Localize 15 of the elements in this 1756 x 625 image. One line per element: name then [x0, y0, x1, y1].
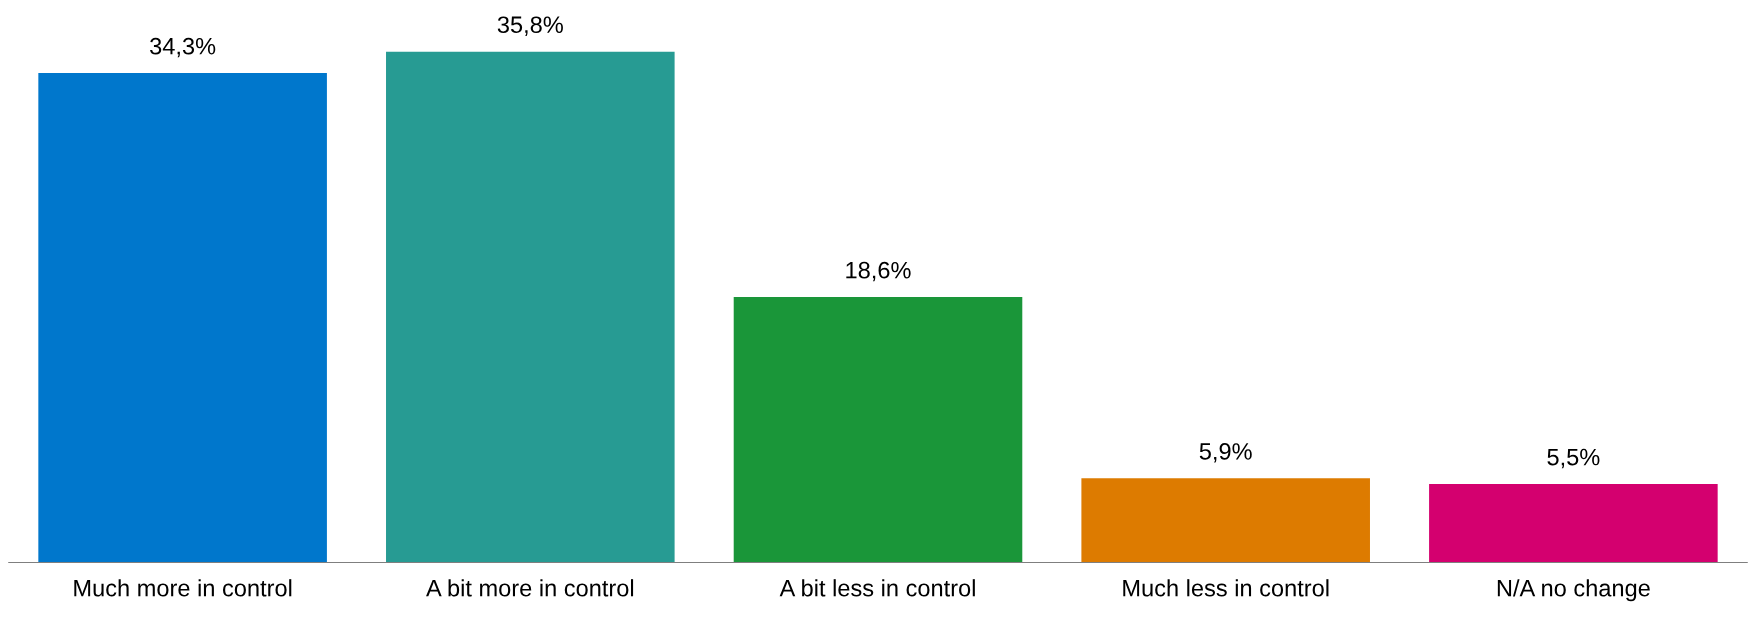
x-tick-label: A bit less in control	[779, 579, 975, 597]
x-tick-label: Much less in control	[1123, 579, 1329, 597]
bar	[38, 73, 327, 563]
data-label: 35,8%	[497, 16, 563, 36]
data-label: 34,3%	[150, 37, 216, 58]
bar	[1081, 478, 1370, 563]
data-label: 18,6%	[846, 261, 911, 282]
data-label: 5,9%	[1199, 443, 1252, 463]
x-tick-label: Much more in control	[74, 579, 292, 597]
bar	[1429, 484, 1718, 563]
data-label: 5,5%	[1547, 448, 1600, 469]
x-tick-label: A bit more in control	[426, 579, 634, 597]
bar	[733, 297, 1023, 563]
bar	[386, 51, 675, 563]
x-tick-label: N/A no change	[1497, 579, 1650, 602]
